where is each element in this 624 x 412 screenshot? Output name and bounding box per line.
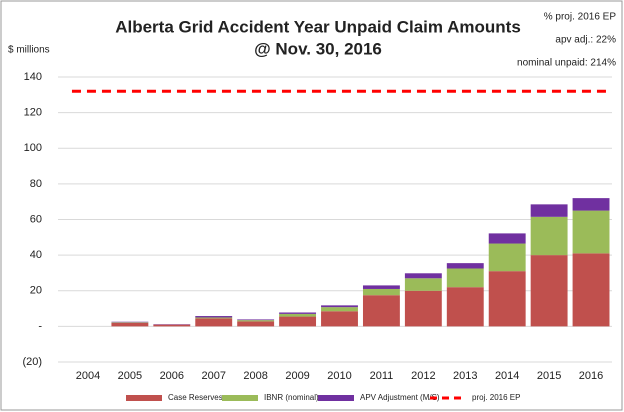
y-tick-label: 40 bbox=[30, 249, 42, 261]
x-tick-label: 2006 bbox=[160, 370, 184, 382]
bar-segment bbox=[195, 318, 233, 327]
x-tick-label: 2016 bbox=[579, 370, 603, 382]
x-tick-label: 2010 bbox=[327, 370, 351, 382]
bar-segment bbox=[279, 312, 317, 314]
legend-label: APV Adjustment (M/S) bbox=[360, 393, 440, 402]
y-tick-label: 100 bbox=[24, 142, 42, 154]
x-tick-label: 2007 bbox=[201, 370, 225, 382]
bar-segment bbox=[404, 278, 442, 291]
bar-segment bbox=[111, 321, 149, 323]
legend-label: IBNR (nominal) bbox=[264, 393, 319, 402]
legend-label: proj. 2016 EP bbox=[472, 393, 520, 402]
bar-segment bbox=[279, 316, 317, 327]
bar-segment bbox=[488, 271, 526, 327]
y-axis-label: $ millions bbox=[8, 45, 50, 56]
bar-segment bbox=[530, 255, 568, 327]
legend-swatch bbox=[318, 395, 354, 401]
y-tick-label: - bbox=[38, 320, 42, 332]
annotation: apv adj.: 22% bbox=[555, 35, 616, 46]
bar-segment bbox=[237, 319, 275, 321]
bar-segment bbox=[572, 198, 610, 211]
x-tick-label: 2013 bbox=[453, 370, 477, 382]
bar-segment bbox=[530, 204, 568, 217]
bar-segment bbox=[404, 273, 442, 279]
x-tick-label: 2012 bbox=[411, 370, 435, 382]
y-tick-label: (20) bbox=[22, 356, 42, 368]
annotation: % proj. 2016 EP bbox=[544, 12, 617, 23]
x-tick-label: 2014 bbox=[495, 370, 519, 382]
bar-segment bbox=[111, 322, 149, 327]
y-tick-label: 80 bbox=[30, 178, 42, 190]
x-tick-label: 2004 bbox=[76, 370, 100, 382]
bar-segment bbox=[446, 268, 484, 288]
x-tick-label: 2008 bbox=[243, 370, 267, 382]
bar-segment bbox=[572, 210, 610, 254]
chart-title: @ Nov. 30, 2016 bbox=[254, 39, 382, 58]
x-tick-label: 2011 bbox=[370, 370, 394, 382]
y-tick-label: 140 bbox=[24, 71, 42, 83]
y-tick-label: 120 bbox=[24, 107, 42, 119]
legend-swatch bbox=[126, 395, 162, 401]
bar-segment bbox=[404, 290, 442, 327]
bar-segment bbox=[321, 307, 358, 312]
bar-segment bbox=[237, 321, 275, 327]
bar-segment bbox=[362, 295, 400, 327]
y-tick-label: 20 bbox=[30, 285, 42, 297]
bar-segment bbox=[488, 243, 526, 272]
bar-segment bbox=[195, 316, 233, 318]
x-tick-label: 2015 bbox=[537, 370, 561, 382]
legend-label: Case Reserves bbox=[168, 393, 223, 402]
bar-segment bbox=[362, 285, 400, 289]
bar-segment bbox=[572, 253, 610, 327]
bar-segment bbox=[111, 322, 149, 323]
bar-segment bbox=[446, 263, 484, 269]
bar-segment bbox=[153, 324, 191, 327]
bar-segment bbox=[362, 288, 400, 296]
bar-segment bbox=[321, 311, 358, 327]
annotation: nominal unpaid: 214% bbox=[517, 58, 616, 69]
x-tick-label: 2005 bbox=[118, 370, 142, 382]
bar-segment bbox=[195, 317, 233, 319]
bar-segment bbox=[446, 287, 484, 327]
bar-segment bbox=[279, 313, 317, 317]
y-tick-label: 60 bbox=[30, 213, 42, 225]
x-tick-label: 2009 bbox=[285, 370, 309, 382]
bar-segment bbox=[530, 216, 568, 256]
bar-segment bbox=[488, 233, 526, 244]
bar-segment bbox=[321, 305, 358, 308]
legend-swatch bbox=[222, 395, 258, 401]
bar-segment bbox=[237, 320, 275, 322]
chart-title: Alberta Grid Accident Year Unpaid Claim … bbox=[115, 17, 521, 36]
